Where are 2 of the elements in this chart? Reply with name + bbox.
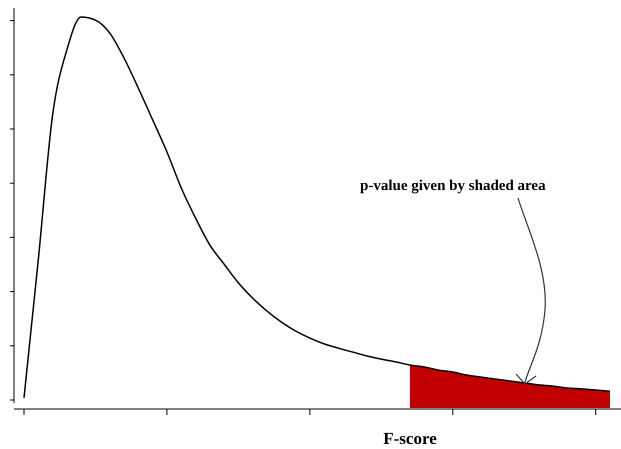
- x-axis-title: F-score: [383, 429, 438, 448]
- annotation: p-value given by shaded area: [360, 178, 546, 194]
